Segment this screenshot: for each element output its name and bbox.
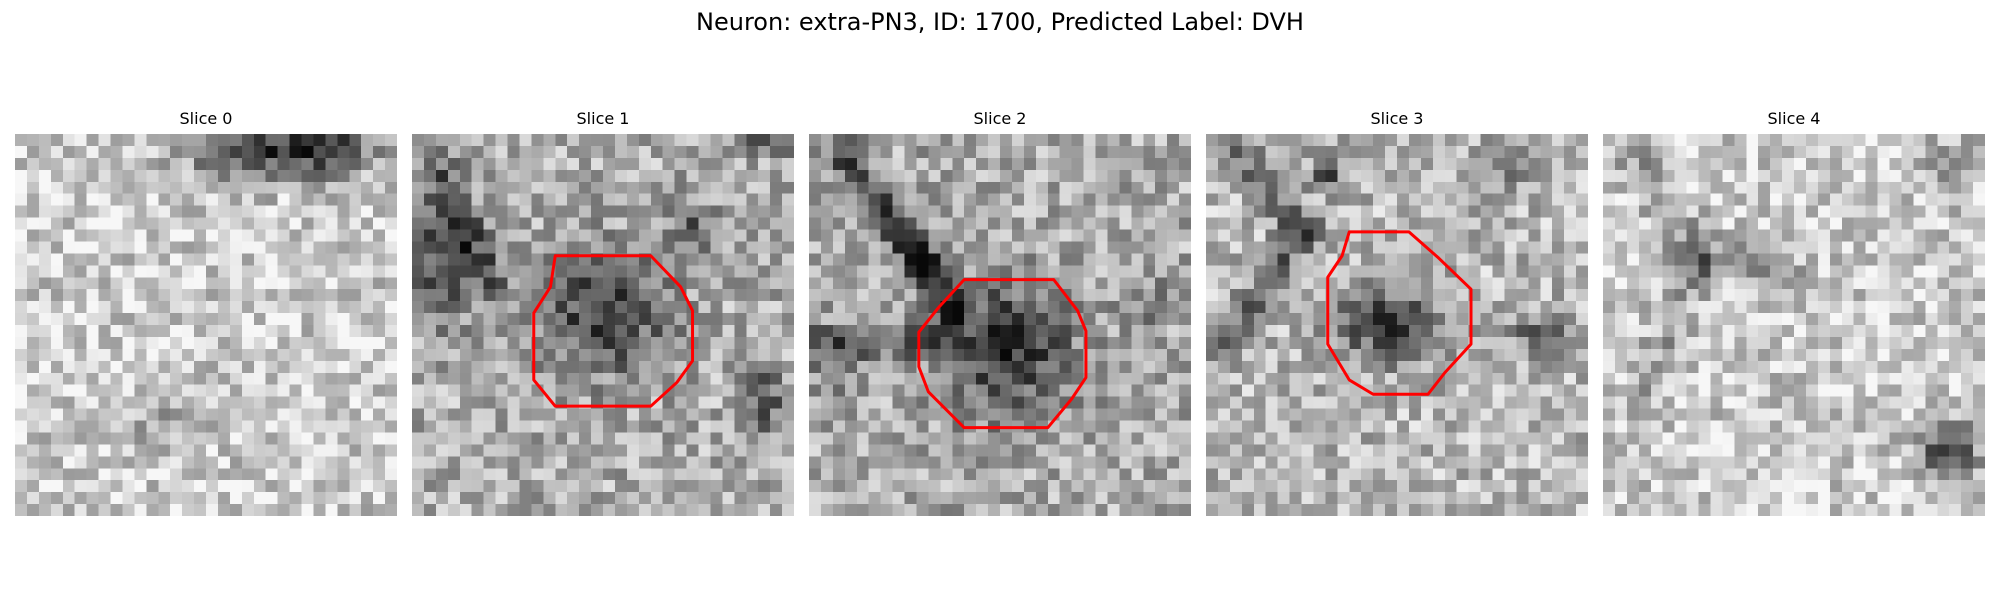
slice-title-1: Slice 1: [576, 109, 630, 128]
slice-image-0: [15, 134, 397, 516]
slice-image-3: [1206, 134, 1588, 516]
slice-panel-2: Slice 2: [809, 108, 1191, 516]
slice-image-4: [1603, 134, 1985, 516]
neuron-outline: [532, 254, 695, 408]
slice-title-4: Slice 4: [1767, 109, 1821, 128]
slice-panel-3: Slice 3: [1206, 108, 1588, 516]
slice-image-1: [412, 134, 794, 516]
figure-title: Neuron: extra-PN3, ID: 1700, Predicted L…: [696, 8, 1304, 36]
slice-panel-1: Slice 1: [412, 108, 794, 516]
neuron-outline: [917, 278, 1088, 430]
slice-title-0: Slice 0: [179, 109, 233, 128]
slice-title-3: Slice 3: [1370, 109, 1424, 128]
neuron-outline: [1326, 230, 1473, 396]
slice-panel-0: Slice 0: [15, 108, 397, 516]
slice-title-2: Slice 2: [973, 109, 1027, 128]
slice-image-2: [809, 134, 1191, 516]
slice-panel-4: Slice 4: [1603, 108, 1985, 516]
